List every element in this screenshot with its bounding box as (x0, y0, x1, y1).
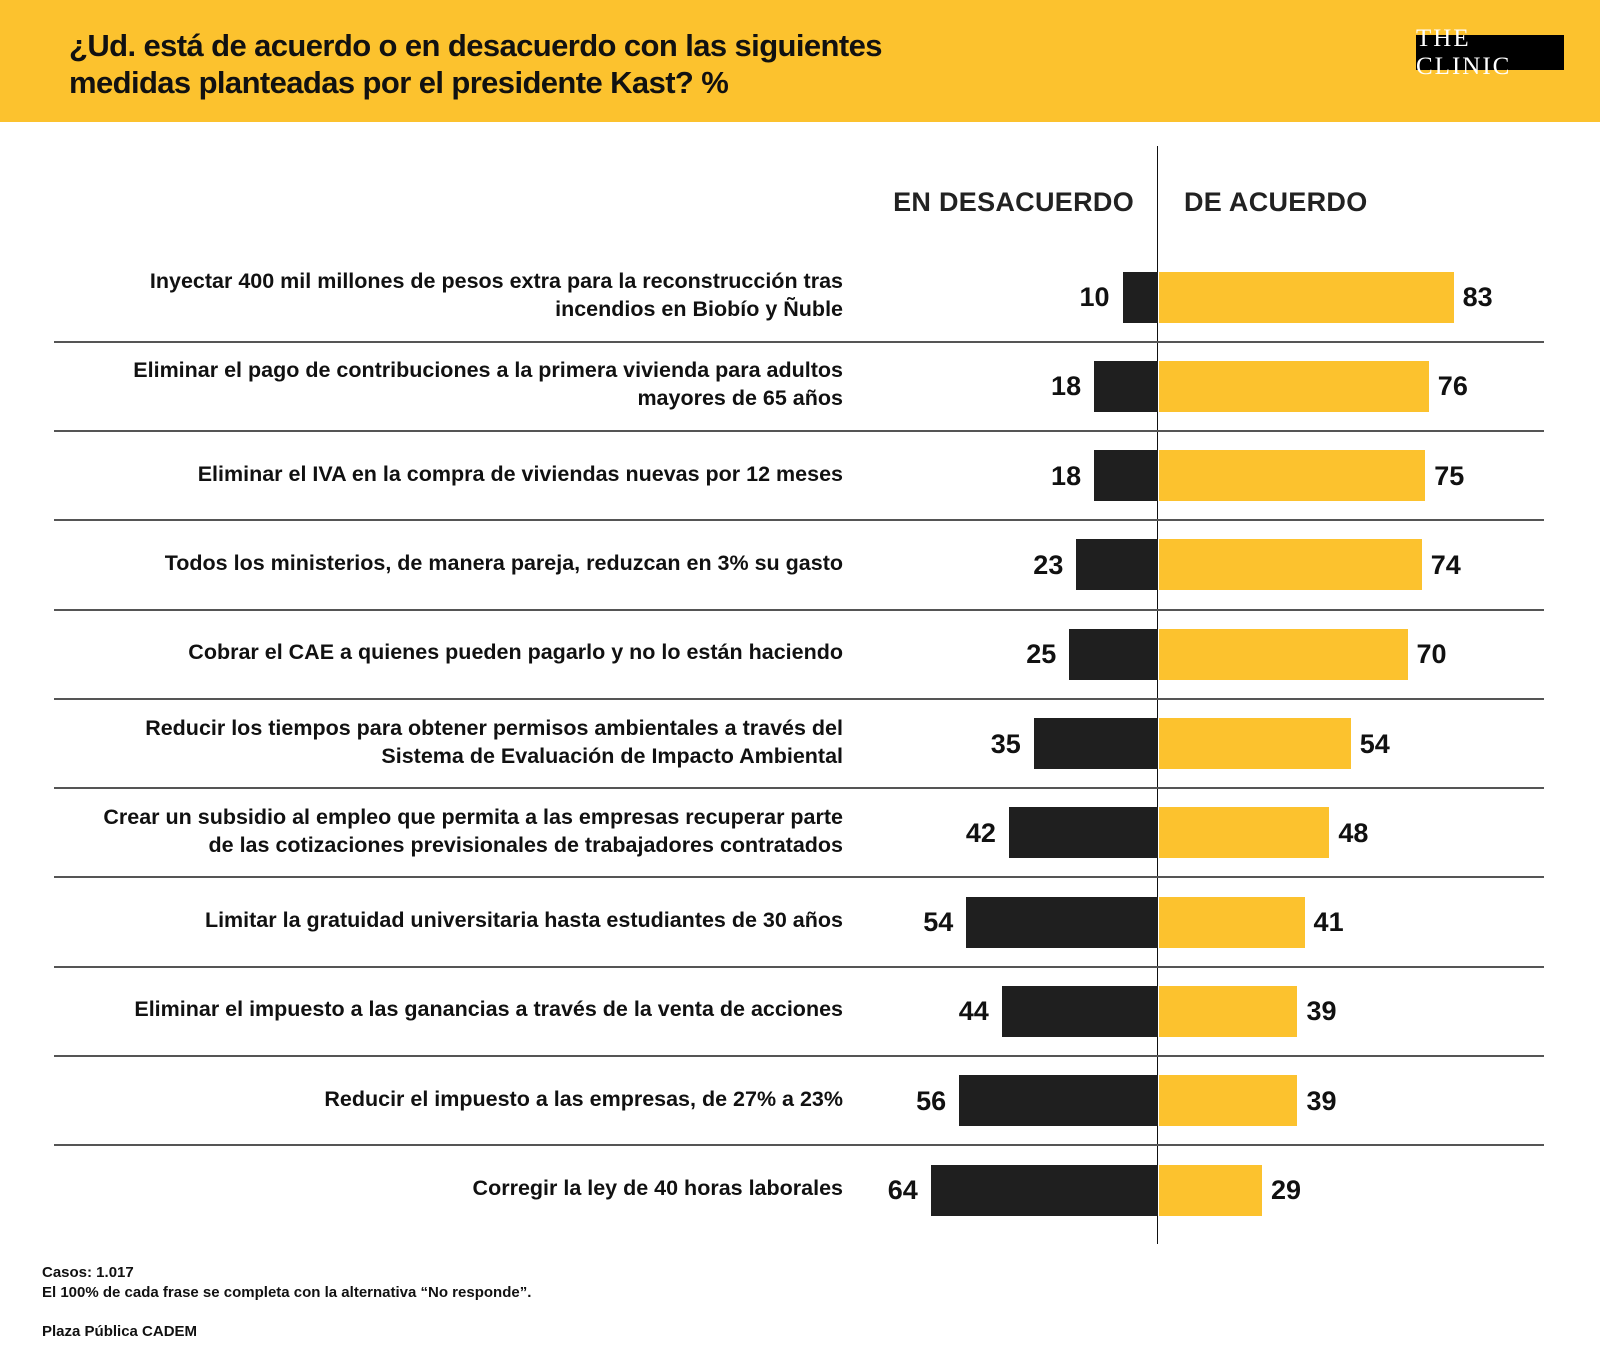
value-label-disagree: 56 (916, 1085, 947, 1116)
value-label-disagree: 18 (1051, 460, 1082, 491)
header-banner: ¿Ud. está de acuerdo o en desacuerdo con… (0, 0, 1600, 122)
bar-agree (1159, 1075, 1298, 1127)
value-label-agree: 76 (1437, 371, 1468, 402)
row-label: Reducir el impuesto a las empresas, de 2… (43, 1085, 843, 1113)
row-label-line: incendios en Biobío y Ñuble (555, 297, 843, 321)
row-label: Eliminar el impuesto a las ganancias a t… (43, 995, 843, 1023)
bar-agree (1159, 360, 1429, 412)
source-credit: Plaza Pública CADEM (42, 1323, 198, 1340)
bar-disagree (1008, 807, 1158, 859)
cases-count: Casos: 1.017 (42, 1264, 134, 1281)
bar-disagree (1076, 539, 1158, 591)
bar-disagree (1069, 628, 1158, 680)
value-label-disagree: 18 (1051, 371, 1082, 402)
value-label-disagree: 42 (965, 817, 996, 848)
row-label-line: Cobrar el CAE a quienes pueden pagarlo y… (188, 640, 843, 665)
center-axis (1157, 146, 1158, 1244)
row-separator (54, 787, 1544, 790)
bar-agree (1159, 896, 1305, 948)
value-label-disagree: 10 (1079, 282, 1110, 312)
row-label: Cobrar el CAE a quienes pueden pagarlo y… (43, 638, 843, 666)
row-separator (54, 340, 1544, 343)
value-label-disagree: 25 (1026, 639, 1057, 670)
value-label-agree: 48 (1338, 817, 1369, 848)
bar-agree (1159, 985, 1298, 1037)
value-label-agree: 29 (1270, 1175, 1301, 1205)
value-label-disagree: 64 (887, 1175, 918, 1205)
row-label: Crear un subsidio al empleo que permita … (43, 803, 843, 859)
value-label-agree: 39 (1306, 1085, 1337, 1116)
bar-disagree (1094, 360, 1158, 412)
row-label-line: Eliminar el IVA en la compra de vivienda… (197, 461, 843, 486)
row-separator (54, 1055, 1544, 1058)
bar-disagree (1033, 718, 1158, 769)
bar-agree (1159, 271, 1454, 323)
row-separator (54, 608, 1544, 611)
bar-agree (1159, 450, 1426, 502)
row-separator (54, 697, 1544, 700)
the-clinic-logo: THE CLINIC (1416, 25, 1564, 80)
row-label-line: mayores de 65 años (637, 386, 843, 411)
value-label-disagree: 35 (990, 728, 1021, 759)
row-label-line: Eliminar el impuesto a las ganancias a t… (134, 997, 843, 1022)
value-label-agree: 75 (1434, 460, 1465, 491)
value-label-agree: 41 (1313, 907, 1344, 938)
row-label-line: Inyectar 400 mil millones de pesos extra… (149, 269, 843, 293)
title-line-2: medidas planteadas por el presidente Kas… (69, 65, 729, 100)
row-separator (54, 519, 1544, 522)
row-label: Inyectar 400 mil millones de pesos extra… (43, 267, 843, 323)
value-label-agree: 54 (1359, 728, 1390, 759)
bar-disagree (930, 1164, 1158, 1216)
row-label: Corregir la ley de 40 horas laborales (43, 1174, 843, 1202)
row-label-line: Limitar la gratuidad universitaria hasta… (204, 908, 843, 933)
row-label: Eliminar el IVA en la compra de vivienda… (43, 460, 843, 488)
bar-agree (1159, 807, 1330, 859)
row-label-line: de las cotizaciones previsionales de tra… (208, 832, 843, 857)
row-label-line: Corregir la ley de 40 horas laborales (472, 1176, 843, 1200)
row-separator (54, 965, 1544, 968)
chart-title: ¿Ud. está de acuerdo o en desacuerdo con… (69, 27, 969, 101)
value-label-disagree: 23 (1033, 549, 1064, 580)
legend-disagree: EN DESACUERDO (893, 187, 1134, 217)
bar-agree (1159, 1164, 1262, 1216)
row-label: Eliminar el pago de contribuciones a la … (43, 356, 843, 412)
bar-disagree (1001, 985, 1158, 1037)
row-label-line: Eliminar el pago de contribuciones a la … (133, 358, 843, 383)
row-label: Reducir los tiempos para obtener permiso… (43, 714, 843, 770)
value-label-agree: 74 (1430, 549, 1461, 580)
no-response-note: El 100% de cada frase se completa con la… (42, 1284, 532, 1301)
footer-notes: Casos: 1.017 El 100% de cada frase se co… (42, 1263, 531, 1303)
row-label-line: Crear un subsidio al empleo que permita … (103, 804, 843, 829)
row-label: Limitar la gratuidad universitaria hasta… (43, 906, 843, 934)
legend-agree: DE ACUERDO (1184, 187, 1368, 217)
value-label-agree: 39 (1306, 996, 1337, 1027)
bar-disagree (966, 896, 1158, 948)
value-label-disagree: 44 (958, 996, 989, 1027)
bar-disagree (1122, 271, 1158, 323)
bar-agree (1159, 718, 1351, 769)
row-label: Todos los ministerios, de manera pareja,… (43, 549, 843, 577)
row-label-line: Todos los ministerios, de manera pareja,… (164, 550, 843, 575)
value-label-agree: 83 (1462, 282, 1493, 312)
bar-agree (1159, 628, 1408, 680)
value-label-disagree: 54 (923, 907, 954, 938)
row-label-line: Reducir el impuesto a las empresas, de 2… (324, 1086, 843, 1111)
row-label-line: Sistema de Evaluación de Impacto Ambient… (381, 743, 843, 768)
title-line-1: ¿Ud. está de acuerdo o en desacuerdo con… (69, 28, 882, 63)
row-separator (54, 876, 1544, 879)
bar-disagree (1094, 450, 1158, 502)
row-separator (54, 429, 1544, 432)
bar-agree (1159, 539, 1422, 591)
value-label-agree: 70 (1416, 639, 1447, 670)
row-label-line: Reducir los tiempos para obtener permiso… (145, 715, 843, 740)
row-separator (54, 1144, 1544, 1147)
bar-disagree (959, 1075, 1158, 1127)
